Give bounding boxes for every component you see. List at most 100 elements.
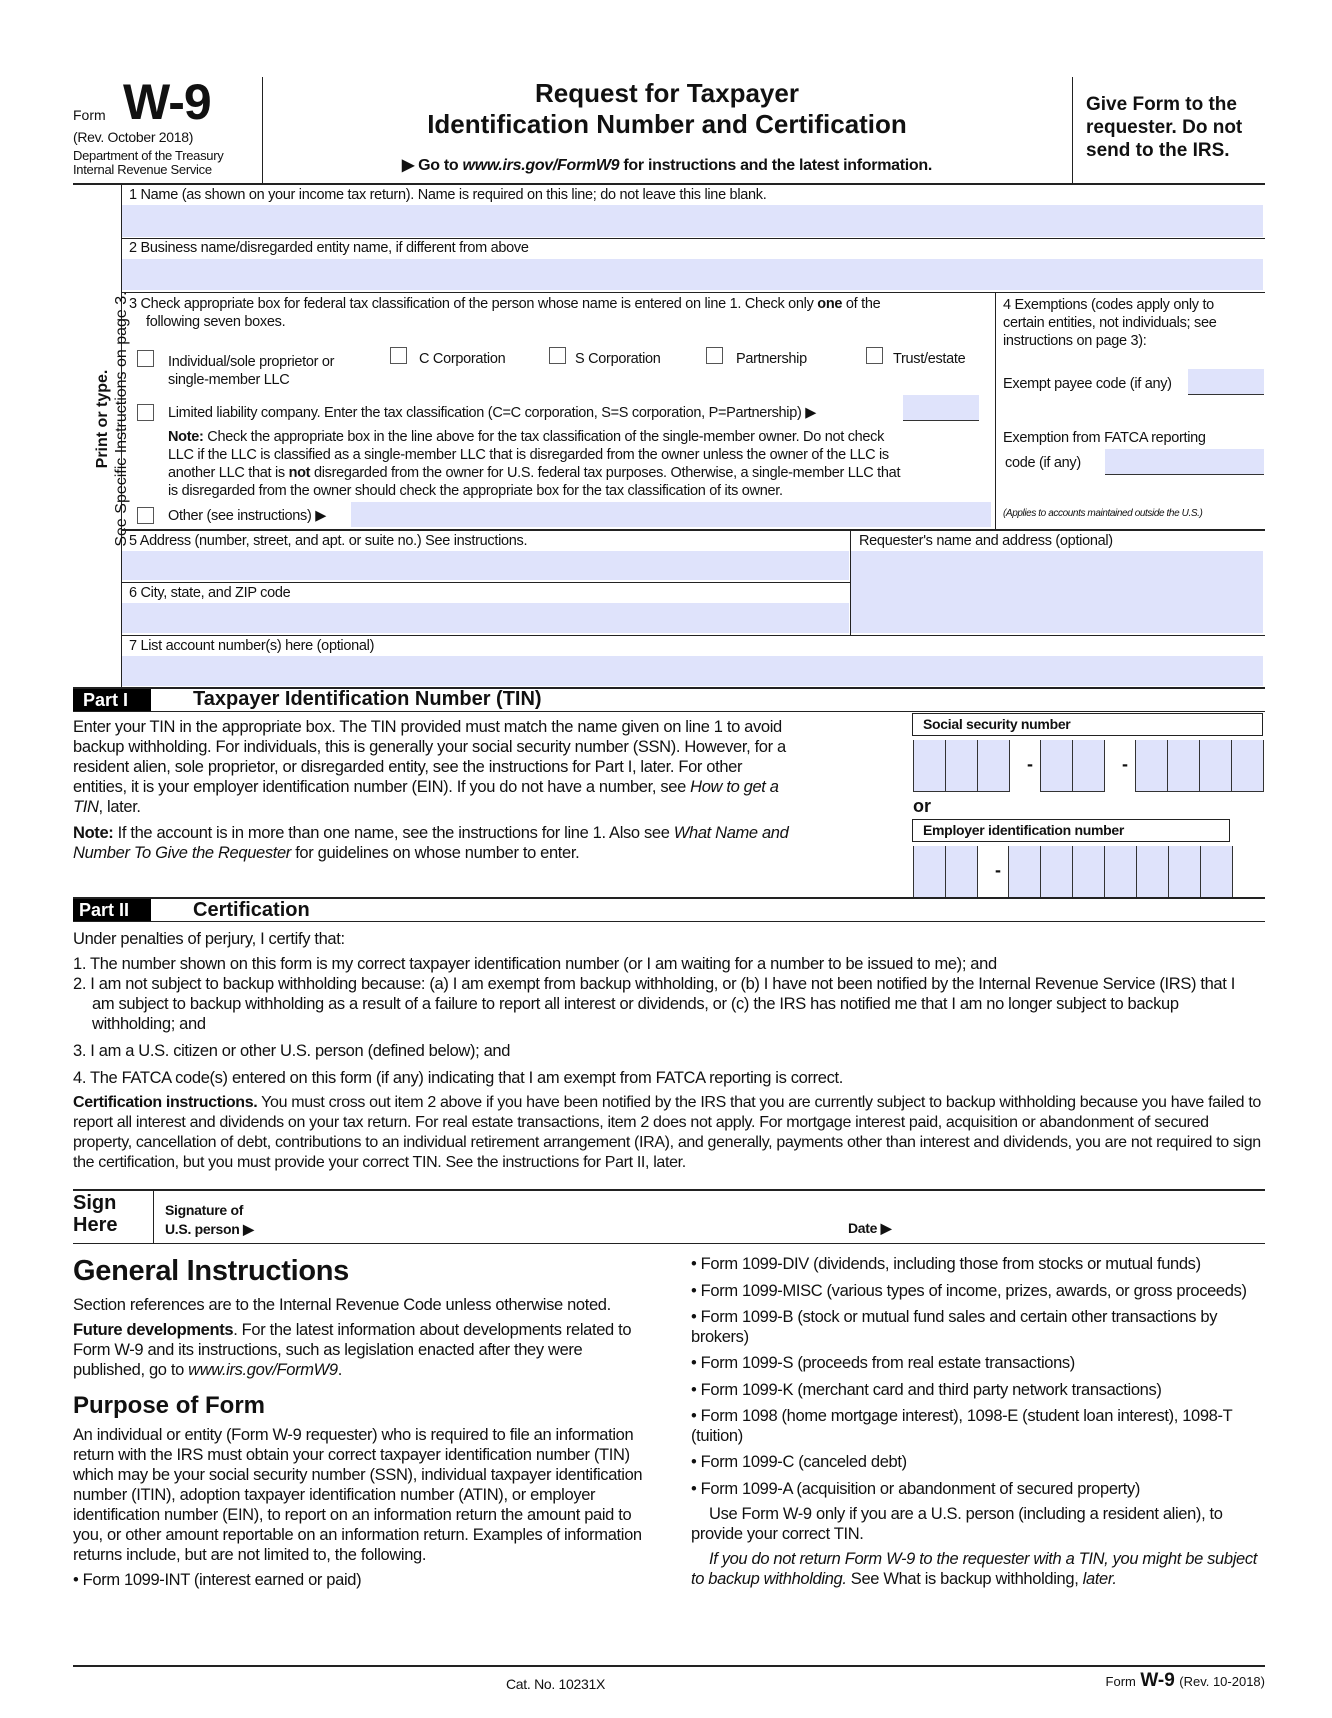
- part1-line: resident alien, sole proprietor, or disr…: [73, 758, 743, 776]
- divider: [153, 1191, 154, 1243]
- purpose-heading: Purpose of Form: [73, 1392, 266, 1419]
- header-rule: [73, 183, 1265, 185]
- tin-dash: -: [1027, 754, 1033, 774]
- divider: [73, 687, 1265, 689]
- here-word: Here: [73, 1214, 118, 1236]
- divider: [121, 238, 1265, 239]
- warning-text: See What is backup withholding,: [846, 1569, 1083, 1588]
- cert-intro: Under penalties of perjury, I certify th…: [73, 930, 345, 948]
- requester-input[interactable]: [851, 551, 1263, 633]
- tin-digit-cell[interactable]: [913, 740, 946, 792]
- signature-text: Signature of: [165, 1202, 244, 1218]
- form-word: Form: [73, 107, 106, 123]
- part1-line: , later.: [98, 798, 141, 816]
- cert-item: 2. I am not subject to backup withholdin…: [73, 975, 1235, 1033]
- exemptions-text: 4 Exemptions (codes apply only to: [1003, 297, 1214, 313]
- irs-url-link[interactable]: www.irs.gov/FormW9: [188, 1361, 338, 1379]
- or-label: or: [913, 796, 931, 816]
- fatca-code-input[interactable]: [1105, 449, 1264, 475]
- city-state-zip-input[interactable]: [122, 603, 849, 633]
- signature-label: Signature of U.S. person ▶: [165, 1201, 254, 1239]
- left-column: General Instructions Section references …: [73, 1253, 648, 1590]
- tin-digit-cell[interactable]: [1167, 740, 1200, 792]
- divider: [73, 1189, 1265, 1191]
- s-corp-checkbox[interactable]: [549, 347, 566, 364]
- account-numbers-input[interactable]: [122, 656, 1263, 686]
- divider: [73, 897, 1265, 899]
- tin-digit-cell[interactable]: [1200, 846, 1233, 898]
- llc-checkbox[interactable]: [137, 404, 154, 421]
- individual-label-cont: single-member LLC: [168, 372, 290, 388]
- c-corp-checkbox[interactable]: [390, 347, 407, 364]
- business-name-input[interactable]: [122, 259, 1263, 290]
- tin-digit-cell[interactable]: [945, 846, 978, 898]
- footer-form-number: W-9: [1140, 1670, 1175, 1691]
- requester-label: Requester's name and address (optional): [859, 533, 1113, 549]
- goto-suffix: for instructions and the latest informat…: [619, 157, 932, 174]
- note-text: disregarded from the owner for U.S. fede…: [310, 465, 901, 481]
- footer-form-word: Form: [1105, 1674, 1136, 1689]
- goto-prefix: ▶ Go to: [401, 157, 463, 174]
- tin-digit-cell[interactable]: [1135, 740, 1168, 792]
- bullet-item: • Form 1099-INT (interest earned or paid…: [73, 1571, 362, 1589]
- line3-label-cont: following seven boxes.: [146, 314, 286, 330]
- dept-line1: Department of the Treasury: [73, 148, 224, 163]
- certification-text: Under penalties of perjury, I certify th…: [73, 929, 1268, 1173]
- cert-instructions-label: Certification instructions.: [73, 1094, 258, 1111]
- tin-digit-cell[interactable]: [977, 740, 1010, 792]
- date-label: Date ▶: [848, 1220, 892, 1236]
- signature-field[interactable]: [260, 1196, 840, 1240]
- individual-label: Individual/sole proprietor or: [168, 354, 335, 370]
- sign-here: Sign Here: [73, 1192, 117, 1236]
- warning-italic: later.: [1082, 1569, 1117, 1588]
- other-checkbox[interactable]: [137, 507, 154, 524]
- line1-label: 1 Name (as shown on your income tax retu…: [129, 187, 767, 203]
- exempt-payee-input[interactable]: [1188, 369, 1264, 395]
- tin-digit-cell[interactable]: [1104, 846, 1137, 898]
- tin-digit-cell[interactable]: [1072, 846, 1105, 898]
- applies-note: (Applies to accounts maintained outside …: [1003, 508, 1203, 519]
- divider: [1072, 77, 1073, 184]
- llc-classification-input[interactable]: [903, 395, 979, 421]
- tin-digit-cell[interactable]: [945, 740, 978, 792]
- footer-rev: (Rev. 10-2018): [1179, 1674, 1265, 1689]
- bullet-item: • Form 1099-K (merchant card and third p…: [691, 1380, 1162, 1399]
- tin-digit-cell[interactable]: [1199, 740, 1232, 792]
- partnership-label: Partnership: [736, 351, 807, 367]
- give-form-line: requester. Do not: [1086, 117, 1243, 138]
- dept-line2: Internal Revenue Service: [73, 162, 212, 177]
- part1-note: If the account is in more than one name,…: [113, 824, 674, 842]
- bullet-item: • Form 1099-MISC (various types of incom…: [691, 1281, 1247, 1300]
- purpose-text: An individual or entity (Form W-9 reques…: [73, 1426, 643, 1564]
- title-line1: Request for Taxpayer: [535, 78, 799, 108]
- divider: [73, 711, 1265, 712]
- exemptions-label: 4 Exemptions (codes apply only to certai…: [1003, 296, 1217, 350]
- note-label: Note:: [168, 429, 204, 445]
- tin-digit-cell[interactable]: [1072, 740, 1105, 792]
- c-corp-label: C Corporation: [419, 351, 506, 367]
- date-field[interactable]: [920, 1196, 1260, 1240]
- catalog-number: Cat. No. 10231X: [506, 1676, 606, 1692]
- irs-url-link[interactable]: www.irs.gov/FormW9: [462, 157, 620, 174]
- tin-digit-cell[interactable]: [1040, 846, 1073, 898]
- tin-digit-cell[interactable]: [1040, 740, 1073, 792]
- individual-checkbox[interactable]: [137, 350, 154, 367]
- tin-digit-cell[interactable]: [1168, 846, 1201, 898]
- part1-title: Taxpayer Identification Number (TIN): [193, 688, 542, 710]
- trust-checkbox[interactable]: [866, 347, 883, 364]
- address-input[interactable]: [122, 551, 849, 580]
- tin-digit-cell[interactable]: [913, 846, 946, 898]
- partnership-checkbox[interactable]: [706, 347, 723, 364]
- line3-text: 3 Check appropriate box for federal tax …: [129, 296, 818, 312]
- part1-label: Part I: [73, 689, 151, 711]
- tin-digit-cell[interactable]: [1136, 846, 1169, 898]
- tin-digit-cell[interactable]: [1008, 846, 1041, 898]
- name-input[interactable]: [122, 205, 1263, 237]
- sidebar-divider: [121, 184, 122, 688]
- bullet-item: • Form 1099-C (canceled debt): [691, 1453, 907, 1471]
- line3-bold: one: [817, 296, 843, 312]
- footer-rule: [73, 1665, 1265, 1667]
- tin-digit-cell[interactable]: [1231, 740, 1264, 792]
- other-input[interactable]: [351, 502, 991, 527]
- part1-line: Enter your TIN in the appropriate box. T…: [73, 718, 782, 736]
